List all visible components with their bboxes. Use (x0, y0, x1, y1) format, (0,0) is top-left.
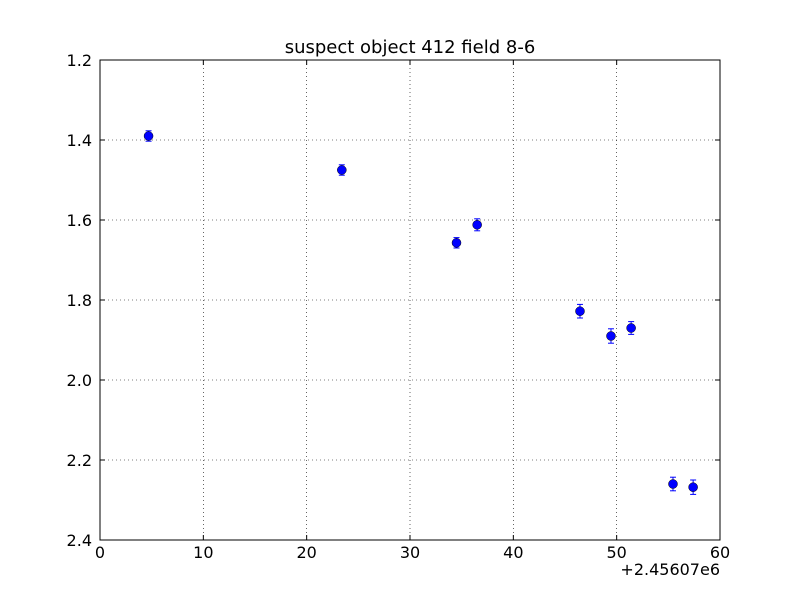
y-tick-label: 1.4 (67, 131, 92, 150)
y-tick-label: 2.0 (67, 371, 92, 390)
x-tick-label: 0 (95, 543, 105, 562)
x-tick-label: 20 (296, 543, 316, 562)
x-tick-label: 30 (400, 543, 420, 562)
x-tick-label: 10 (193, 543, 213, 562)
y-tick-label: 1.6 (67, 211, 92, 230)
point (668, 479, 678, 489)
y-tick-label: 2.2 (67, 451, 92, 470)
x-tick-label: 50 (606, 543, 626, 562)
point (626, 323, 636, 333)
y-tick-label: 2.4 (67, 531, 92, 550)
point (472, 220, 482, 230)
x-offset-label: +2.45607e6 (620, 560, 720, 579)
point (337, 165, 347, 175)
point (606, 331, 616, 341)
x-tick-label: 60 (710, 543, 730, 562)
chart-title: suspect object 412 field 8-6 (285, 37, 536, 58)
point (688, 482, 698, 492)
x-tick-label: 40 (503, 543, 523, 562)
point (143, 131, 154, 141)
plot-frame (99, 59, 721, 541)
point (575, 306, 585, 316)
y-tick-label: 1.8 (67, 291, 92, 310)
y-tick-label: 1.2 (67, 51, 92, 70)
point (451, 238, 462, 248)
